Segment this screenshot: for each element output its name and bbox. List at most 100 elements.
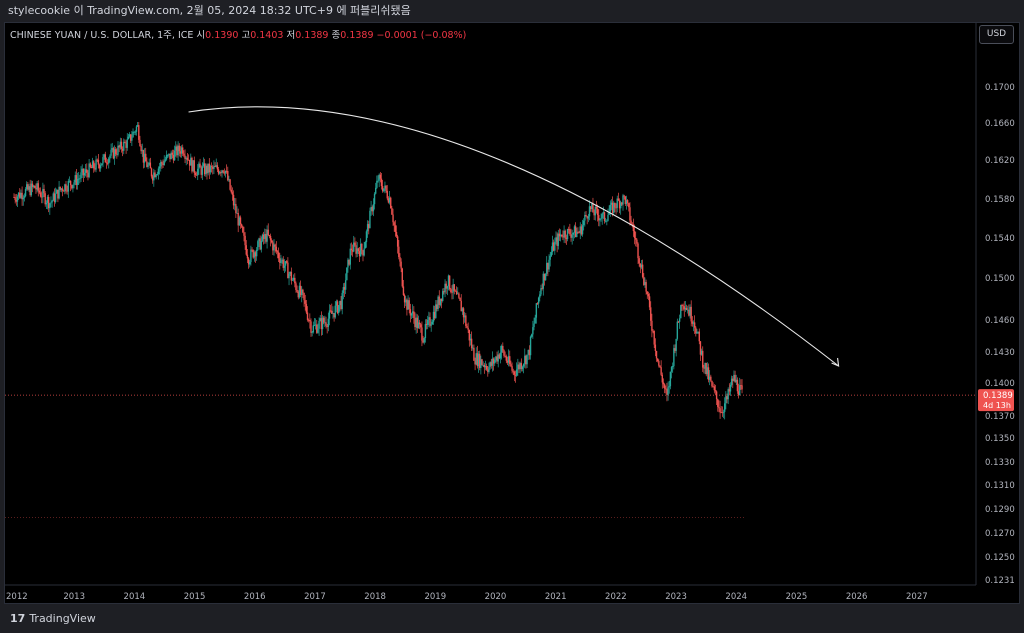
candle-body <box>543 273 546 281</box>
candle-body <box>515 369 518 376</box>
candle-body <box>646 291 648 294</box>
candle-body <box>552 242 555 251</box>
x-tick-label: 2022 <box>605 592 627 602</box>
candle-body <box>629 207 631 221</box>
x-tick-label: 2015 <box>184 592 206 602</box>
candle-body <box>416 317 419 329</box>
candle-body <box>604 220 607 222</box>
candle-body <box>307 319 310 321</box>
candle-body <box>447 275 450 287</box>
candle-body <box>79 178 81 180</box>
candle-body <box>171 152 174 155</box>
candle-body <box>718 406 720 409</box>
candle-body <box>121 148 124 151</box>
candle-body <box>739 385 741 396</box>
candle-body <box>287 262 289 279</box>
candle-body <box>661 374 663 383</box>
candle-body <box>247 258 250 265</box>
x-tick-label: 2017 <box>304 592 326 602</box>
candle-body <box>639 263 642 268</box>
candle-body <box>236 212 238 214</box>
candle-body <box>671 366 674 368</box>
candle-body <box>517 364 519 370</box>
candle-body <box>101 163 103 166</box>
candle-body <box>140 146 142 152</box>
candle-body <box>695 327 697 334</box>
candle-body <box>313 324 316 326</box>
candle-body <box>725 396 727 404</box>
open-label: 시 <box>196 30 206 41</box>
chart-frame[interactable] <box>4 22 1020 604</box>
candle-body <box>35 188 37 190</box>
candle-body <box>59 186 61 190</box>
candle-body <box>519 363 521 370</box>
candle-body <box>28 186 30 190</box>
candle-body <box>496 356 498 362</box>
candle-body <box>509 356 511 365</box>
candle-body <box>275 246 278 252</box>
candle-body <box>690 306 692 322</box>
candle-body <box>44 193 46 205</box>
candle-body <box>565 237 568 240</box>
candle-body <box>75 175 78 185</box>
candle-body <box>653 330 655 345</box>
candle-body <box>579 226 581 233</box>
candle-body <box>600 218 602 220</box>
candle-body <box>574 226 577 238</box>
candle-body <box>717 399 719 407</box>
candle-body <box>724 403 726 412</box>
candle-body <box>414 317 416 328</box>
x-tick-label: 2014 <box>124 592 146 602</box>
candle-body <box>489 362 491 368</box>
candle-body <box>427 319 429 326</box>
candle-body <box>481 359 483 366</box>
y-tick-label: 0.1270 <box>985 529 1015 539</box>
candle-body <box>424 324 427 339</box>
candle-body <box>740 385 742 386</box>
candle-body <box>220 172 222 173</box>
currency-button[interactable]: USD <box>979 25 1014 44</box>
candle-body <box>60 188 63 190</box>
candle-body <box>118 145 120 148</box>
candle-body <box>512 370 514 372</box>
candle-body <box>606 220 608 222</box>
candle-body <box>277 252 280 259</box>
candle-body <box>242 226 244 233</box>
candle-body <box>498 354 501 359</box>
candle-body <box>87 172 89 178</box>
candle-body <box>712 386 714 388</box>
tradingview-brand[interactable]: 17 TradingView <box>10 612 96 625</box>
candle-body <box>576 231 578 238</box>
candle-body <box>231 192 234 195</box>
candle-body <box>340 300 342 309</box>
candle-body <box>359 243 362 257</box>
candle-body <box>110 149 112 156</box>
candle-body <box>321 317 324 330</box>
price-chart[interactable]: 0.1700 0.1660 0.1620 0.1580 0.1540 0.1500 0.14… <box>0 0 1024 604</box>
candle-body <box>91 161 94 169</box>
candle-body <box>631 223 633 225</box>
candle-body <box>390 197 392 209</box>
candle-body <box>547 262 549 270</box>
candle-body <box>623 195 625 197</box>
candle-body <box>334 305 336 318</box>
candle-body <box>422 340 424 343</box>
candle-body <box>490 362 492 366</box>
candle-body <box>179 151 182 154</box>
candle-body <box>663 384 666 389</box>
candle-body <box>182 147 184 154</box>
candle-body <box>689 306 691 316</box>
candle-body <box>132 131 134 138</box>
candle-body <box>430 324 432 326</box>
candle-body <box>540 288 542 295</box>
candle-body <box>370 207 372 211</box>
candle-body <box>168 153 170 155</box>
candle-body <box>184 155 186 159</box>
candle-body <box>656 358 659 362</box>
open-value: 0.1390 <box>205 30 239 41</box>
candle-body <box>257 241 259 250</box>
candle-body <box>504 355 506 357</box>
candle-body <box>602 212 605 214</box>
candle-body <box>112 148 115 159</box>
candle-body <box>32 185 35 188</box>
